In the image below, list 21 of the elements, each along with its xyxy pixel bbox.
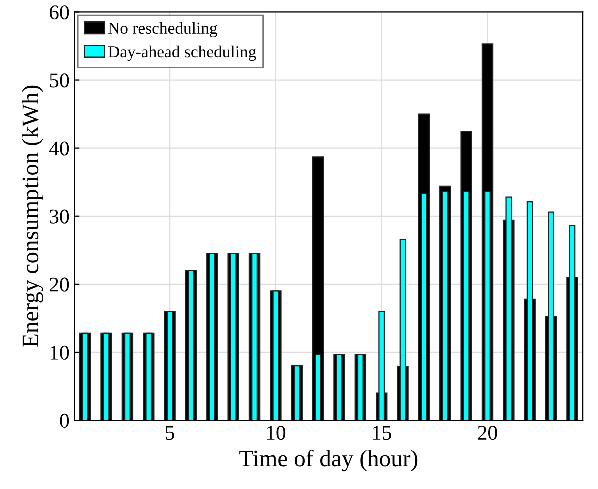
bar [400,238,406,421]
y-tick-label: 20 [50,278,70,292]
y-axis-title: Energy consumption (kWh) [22,86,44,348]
y-tick-label: 50 [50,74,70,88]
bar [526,202,534,421]
bar [548,212,554,421]
x-tick-label: 10 [267,426,286,440]
y-tick-label: 0 [60,414,70,428]
legend-label: Day-ahead scheduling [108,46,256,62]
legend-label: No rescheduling [108,22,218,38]
y-tick-label: 10 [50,346,70,360]
bar [506,196,512,421]
bar [569,225,576,421]
x-axis-title: Time of day (hour) [240,450,418,472]
x-tick-label: 5 [166,426,174,440]
y-tick-label: 60 [50,6,70,20]
y-tick-label: 30 [50,210,70,224]
x-tick-label: 15 [373,426,392,440]
x-tick-label: 20 [478,426,498,440]
y-tick-label: 40 [49,142,70,156]
bar [378,311,386,421]
